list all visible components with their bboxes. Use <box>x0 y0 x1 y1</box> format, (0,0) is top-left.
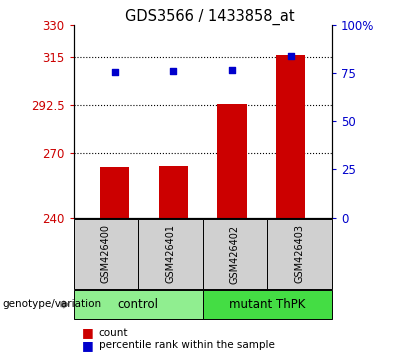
Text: GSM426401: GSM426401 <box>165 224 176 284</box>
Text: genotype/variation: genotype/variation <box>2 299 101 309</box>
Point <box>111 69 118 75</box>
Text: count: count <box>99 328 128 338</box>
Point <box>228 67 235 73</box>
Bar <box>217 104 247 218</box>
Bar <box>100 167 129 218</box>
Text: GSM426403: GSM426403 <box>294 224 304 284</box>
Point <box>287 53 294 59</box>
Bar <box>276 55 305 218</box>
Text: percentile rank within the sample: percentile rank within the sample <box>99 340 275 350</box>
Text: GDS3566 / 1433858_at: GDS3566 / 1433858_at <box>125 9 295 25</box>
Text: GSM426400: GSM426400 <box>101 224 111 284</box>
Text: ■: ■ <box>82 339 94 352</box>
Text: GSM426402: GSM426402 <box>230 224 240 284</box>
Bar <box>159 166 188 218</box>
Text: control: control <box>118 298 159 311</box>
Text: mutant ThPK: mutant ThPK <box>229 298 305 311</box>
Text: ■: ■ <box>82 326 94 339</box>
Point <box>170 68 177 74</box>
